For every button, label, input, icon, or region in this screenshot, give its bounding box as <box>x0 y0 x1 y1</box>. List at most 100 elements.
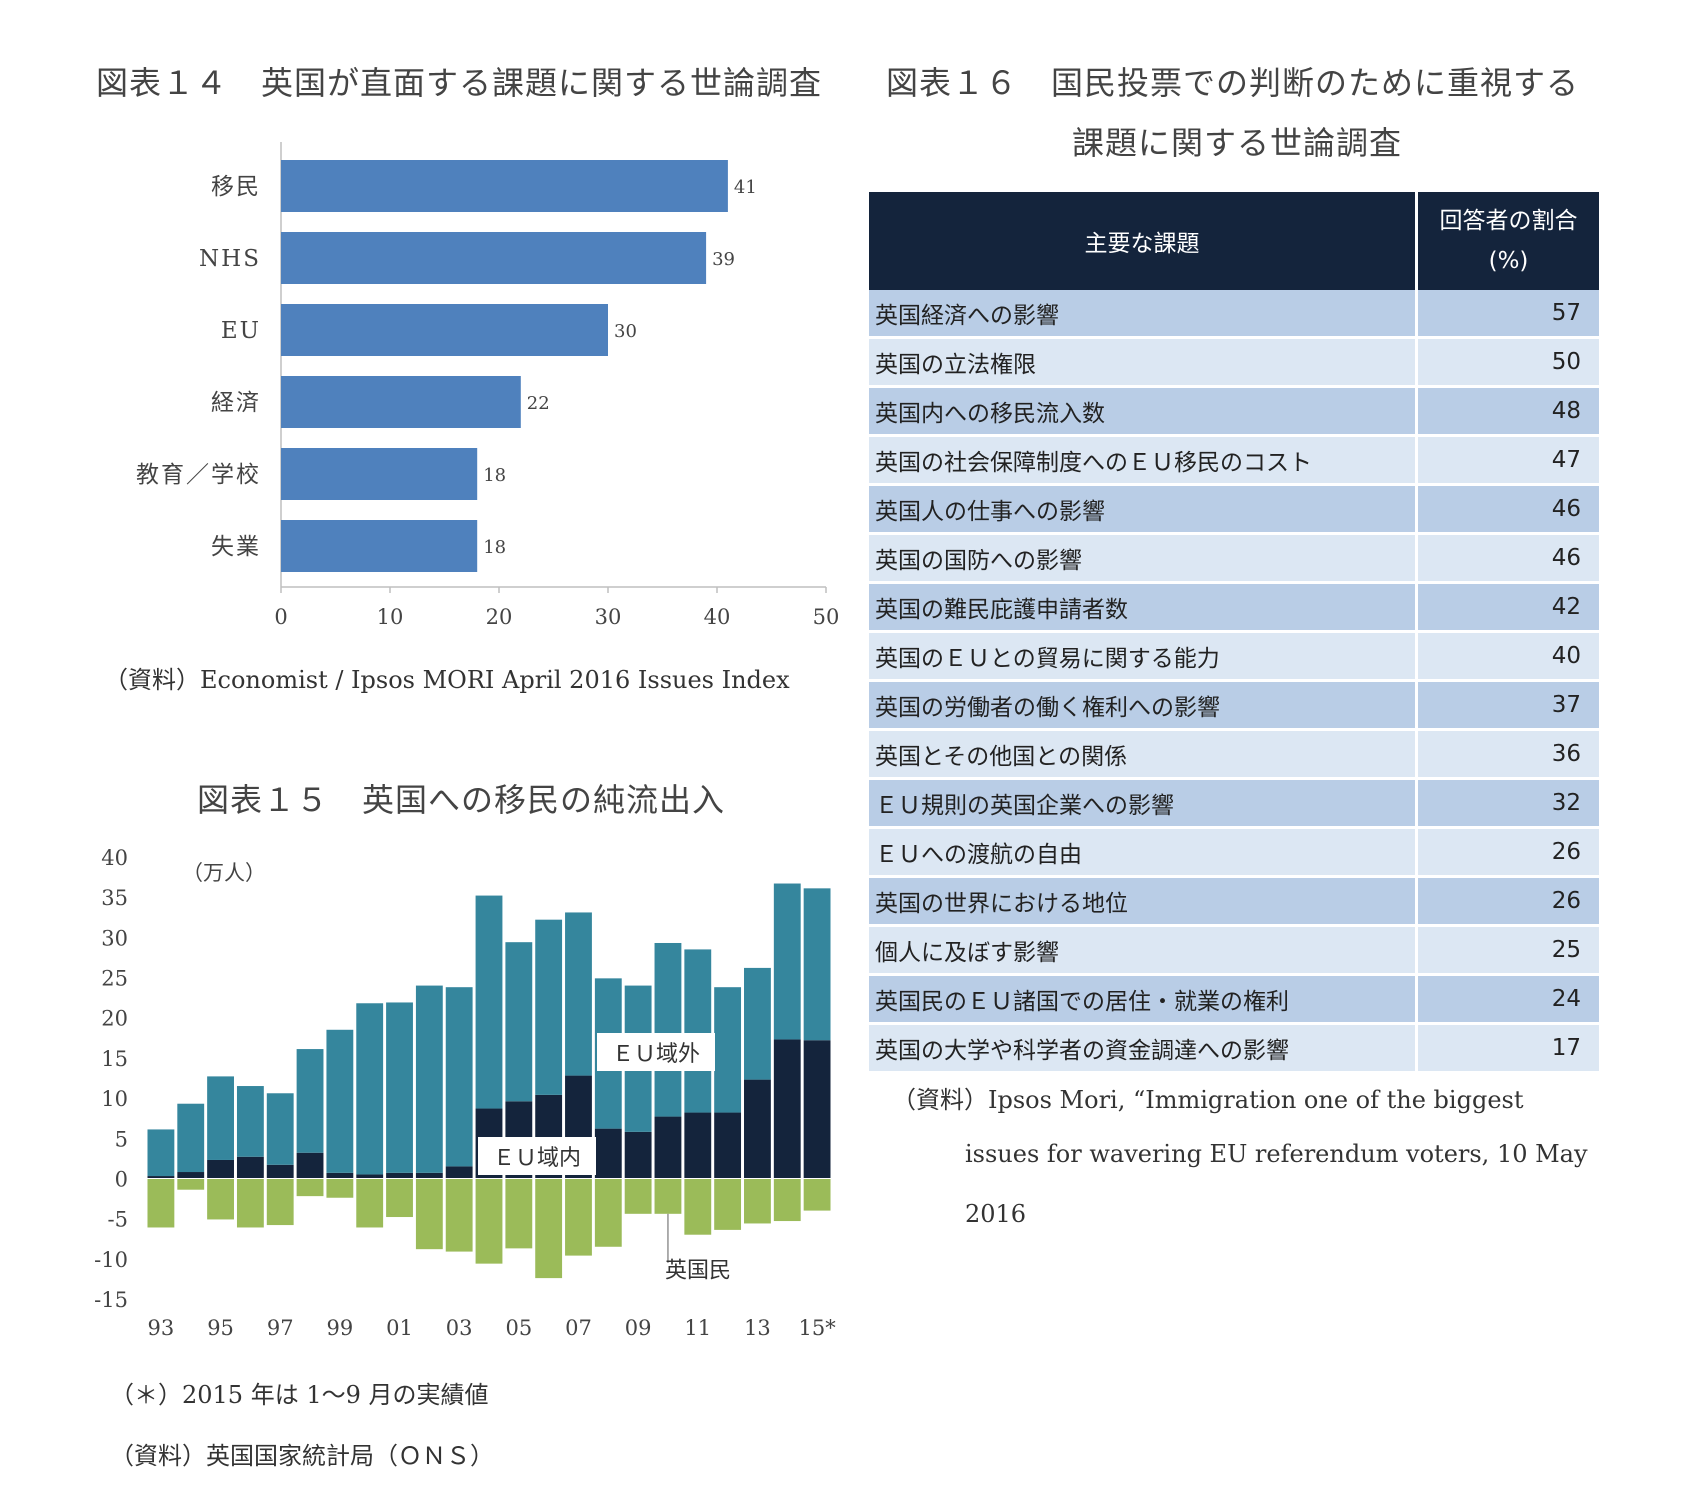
bar-noneu-11 <box>475 895 503 1109</box>
bar-eu-9 <box>415 1172 443 1179</box>
y-tick-label: -5 <box>108 1208 128 1232</box>
bar-uk-0 <box>147 1178 175 1228</box>
table-cell-issue: 英国とその他国との関係 <box>869 729 1418 780</box>
bar-noneu-4 <box>266 1093 294 1165</box>
bar-eu-17 <box>654 1116 682 1179</box>
series-label-eu: ＥＵ域内 <box>493 1146 581 1171</box>
table-cell-issue: ＥＵ規則の英国企業への影響 <box>869 778 1418 829</box>
data-label: 39 <box>712 249 735 270</box>
bar-eu-6 <box>326 1172 354 1179</box>
y-tick-label: 30 <box>101 926 128 950</box>
fig16-source-line1: （資料）Ipsos Mori, “Immigration one of the … <box>892 1086 1524 1114</box>
bar-uk-15 <box>594 1178 622 1247</box>
category-label: 教育／学校 <box>136 462 261 488</box>
bar-noneu-1 <box>177 1103 205 1173</box>
bar-noneu-22 <box>803 888 831 1041</box>
bar-noneu-8 <box>386 1002 413 1173</box>
table-row: 英国内への移民流入数 48 <box>869 386 1599 437</box>
series-label-uk: 英国民 <box>665 1258 731 1283</box>
y-tick-label: 5 <box>115 1127 128 1151</box>
bar-uk-19 <box>714 1178 742 1230</box>
bar-eu-8 <box>386 1172 413 1179</box>
bar-eu-10 <box>445 1166 473 1179</box>
bar-eu-20 <box>744 1079 771 1179</box>
category-label: 失業 <box>211 534 261 560</box>
bar-uk-6 <box>326 1178 354 1198</box>
data-label: 18 <box>483 537 506 558</box>
category-label: 経済 <box>211 390 261 416</box>
bar-uk-9 <box>415 1178 443 1250</box>
table-row: 英国とその他国との関係 36 <box>869 729 1599 780</box>
y-tick-label: 40 <box>101 846 128 870</box>
table-cell-percent: 37 <box>1416 680 1599 731</box>
bar-noneu-3 <box>236 1086 264 1157</box>
x-tick-label: 30 <box>595 605 622 629</box>
y-tick-label: 25 <box>101 967 128 991</box>
x-tick-label: 99 <box>327 1316 354 1340</box>
fig16-source-line3: 2016 <box>965 1200 1027 1228</box>
bar-uk-7 <box>356 1178 384 1228</box>
bar-eu-7 <box>356 1174 384 1179</box>
table-cell-percent: 26 <box>1416 827 1599 878</box>
table-cell-percent: 42 <box>1416 582 1599 633</box>
bar-eu-22 <box>803 1040 831 1179</box>
bar-uk-11 <box>475 1178 503 1264</box>
table-row: 英国人の仕事への影響 46 <box>869 484 1599 535</box>
bar-uk-12 <box>505 1178 533 1249</box>
table-row: 英国の立法権限 50 <box>869 337 1599 388</box>
table-cell-issue: ＥＵへの渡航の自由 <box>869 827 1418 878</box>
fig15-title: 図表１５ 英国への移民の純流出入 <box>197 781 726 819</box>
table-row: 個人に及ぼす影響 25 <box>869 925 1599 976</box>
table-cell-issue: 英国民のＥＵ諸国での居住・就業の権利 <box>869 974 1418 1025</box>
bar-1 <box>281 232 707 284</box>
x-tick-label: 0 <box>274 605 287 629</box>
fig16-title-line1: 図表１６ 国民投票での判断のために重視する <box>886 64 1580 102</box>
fig14-title: 図表１４ 英国が直面する課題に関する世論調査 <box>96 64 823 102</box>
table-body: 英国経済への影響 57 英国の立法権限 50 英国内への移民流入数 48 英国の社会保障制度… <box>869 290 1599 1074</box>
table-cell-issue: 個人に及ぼす影響 <box>869 925 1418 976</box>
x-tick-label: 10 <box>377 605 404 629</box>
bar-noneu-13 <box>535 919 563 1095</box>
table-row: 英国の大学や科学者の資金調達への影響 17 <box>869 1023 1599 1074</box>
fig16-table: 主要な課題 回答者の割合 (%) 英国経済への影響 57 英国の立法権限 50 英国内へ… <box>869 192 1599 1074</box>
table-row: ＥＵへの渡航の自由 26 <box>869 827 1599 878</box>
table-header-issue: 主要な課題 <box>869 192 1418 290</box>
table-row: 英国経済への影響 57 <box>869 290 1599 339</box>
x-tick-label: 11 <box>684 1316 711 1340</box>
category-label: EU <box>221 318 261 344</box>
fig15-stacked-bar-chart: 40 35 30 25 20 15 10 5 0 -5 -10 -15 （万人） 93 95 97 99 01 03… <box>94 846 836 1340</box>
bar-2 <box>281 304 608 356</box>
table-row: 英国の国防への影響 46 <box>869 533 1599 584</box>
table-cell-percent: 24 <box>1416 974 1599 1025</box>
table-cell-percent: 47 <box>1416 435 1599 486</box>
bar-uk-14 <box>565 1178 592 1256</box>
table-row: 英国民のＥＵ諸国での居住・就業の権利 24 <box>869 974 1599 1025</box>
bar-eu-2 <box>207 1159 234 1179</box>
table-cell-issue: 英国経済への影響 <box>869 290 1418 339</box>
data-label: 41 <box>734 177 757 198</box>
x-tick-label: 95 <box>207 1316 234 1340</box>
bar-eu-19 <box>714 1112 742 1179</box>
table-row: 英国の難民庇護申請者数 42 <box>869 582 1599 633</box>
table-header-percent: 回答者の割合 (%) <box>1416 192 1599 290</box>
x-tick-label: 40 <box>704 605 731 629</box>
bar-uk-18 <box>684 1178 712 1235</box>
table-cell-issue: 英国人の仕事への影響 <box>869 484 1418 535</box>
bar-uk-1 <box>177 1178 205 1190</box>
bar-noneu-17 <box>654 942 682 1117</box>
series-label-non-eu: ＥＵ域外 <box>612 1042 700 1067</box>
series-label-eu-box <box>478 1137 596 1175</box>
bar-noneu-21 <box>773 883 801 1040</box>
bar-uk-20 <box>744 1178 771 1224</box>
table-cell-issue: 英国の社会保障制度へのＥＵ移民のコスト <box>869 435 1418 486</box>
table-cell-percent: 48 <box>1416 386 1599 437</box>
x-tick-label: 93 <box>148 1316 175 1340</box>
bar-uk-8 <box>386 1178 413 1218</box>
x-tick-label: 03 <box>446 1316 473 1340</box>
bar-noneu-14 <box>565 912 592 1076</box>
x-tick-label: 97 <box>267 1316 294 1340</box>
bar-uk-16 <box>624 1178 652 1214</box>
x-tick-label: 09 <box>625 1316 652 1340</box>
data-label: 18 <box>483 465 506 486</box>
bar-uk-5 <box>296 1178 324 1197</box>
